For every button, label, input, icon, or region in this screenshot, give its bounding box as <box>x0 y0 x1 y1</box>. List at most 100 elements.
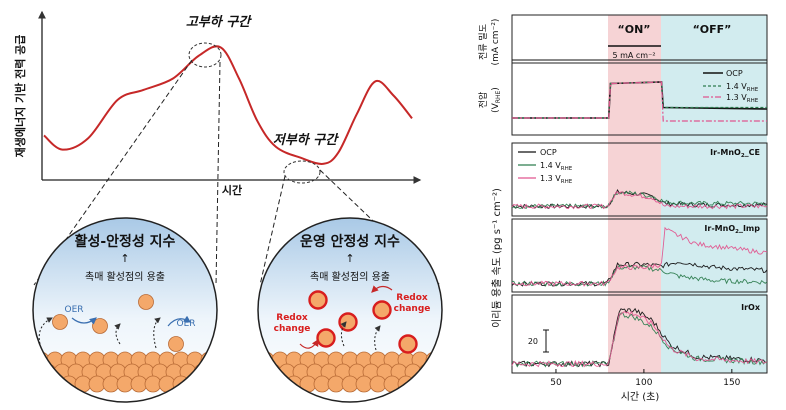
redox-particle <box>372 300 392 320</box>
catalyst-particle <box>236 364 252 380</box>
circle-right-subtitle: 촉매 활성점의 용출 <box>310 270 390 283</box>
dissolution-ylabel: 이리듐 용출 속도 (pg s⁻¹ cm⁻²) <box>491 188 503 328</box>
redox-particle <box>338 312 358 332</box>
catalyst-particle <box>230 376 246 392</box>
voltage-panel-frame <box>511 62 768 136</box>
voltage-ylabel-2: (VRHE) <box>491 87 502 113</box>
catalyst-particle <box>186 375 204 393</box>
oer-label-1: OER <box>64 305 83 315</box>
dissolution-arrow-2 <box>114 323 121 345</box>
rate-panel-imp-frame <box>511 218 768 293</box>
operation-stability-circle: 운영 안정성 지수 ↑ 촉매 활성점의 용출 Redox change Redox… <box>230 217 477 403</box>
catalyst-particle <box>200 351 217 369</box>
catalyst-particle <box>200 375 217 393</box>
rate-panel-irox-frame <box>511 294 768 374</box>
catalyst-particle <box>264 363 282 381</box>
dissolved-particle <box>92 318 108 334</box>
oer-arrow-2 <box>167 315 191 327</box>
rate-legend-v14: 1.4 VRHE <box>540 161 573 172</box>
catalyst-particle <box>33 375 36 393</box>
zoom-line-right-a <box>259 175 286 286</box>
catalyst-particle <box>258 375 261 393</box>
zoom-line-left-a <box>33 59 193 286</box>
catalyst-particle <box>207 363 217 381</box>
catalyst-particle <box>229 376 245 392</box>
on-label: “ON” <box>617 23 650 36</box>
rate-line-irox-v14 <box>511 312 768 368</box>
current-bar-label: 5 mA cm⁻² <box>612 51 655 60</box>
circle-left-arrow: ↑ <box>120 252 129 265</box>
redox-particle <box>316 328 336 348</box>
catalyst-particle <box>214 351 217 369</box>
circle-right-arrow: ↑ <box>345 252 354 265</box>
rate-line-imp-v13 <box>511 226 768 287</box>
dissolution-arrow-3 <box>153 317 161 349</box>
voltage-legend-ocp: OCP <box>726 69 743 78</box>
voltage-legend-v13: 1.3 VRHE <box>726 93 759 104</box>
low-load-label: 저부하 구간 <box>273 132 339 148</box>
x-tick-label: 100 <box>635 378 652 388</box>
dissolved-particle <box>52 314 68 330</box>
catalyst-particle <box>33 351 50 369</box>
dissolution-chart: “ON” “OFF” 5 mA cm⁻² 전류 밀도 (mA cm⁻²) 전압 … <box>477 14 768 403</box>
redox-label-1: Redox change <box>274 313 311 334</box>
voltage-legend: OCP 1.4 VRHE 1.3 VRHE <box>703 69 759 104</box>
catalyst-particle <box>425 375 442 393</box>
redox-label-2: Redox change <box>394 293 431 314</box>
zoom-line-left-b <box>215 61 221 286</box>
high-load-marker <box>188 42 222 68</box>
rate-legend-v13: 1.3 VRHE <box>540 174 573 185</box>
catalyst-particle <box>230 352 246 368</box>
panel-title-ce: Ir-MnO2_CE <box>710 148 760 159</box>
catalyst-particle <box>222 364 238 380</box>
circle-right-title: 운영 안정성 지수 <box>300 233 400 250</box>
rate-line-irox-v13 <box>511 310 768 368</box>
catalyst-particle <box>102 375 120 393</box>
catalyst-particle <box>439 351 442 369</box>
dissolved-particle <box>138 294 154 310</box>
off-region <box>661 15 767 373</box>
catalyst-particle <box>88 375 106 393</box>
redox-arrow-2 <box>371 285 393 293</box>
catalyst-particle <box>46 375 64 393</box>
catalyst-particle <box>258 363 268 381</box>
dissolution-arrow-5 <box>374 325 381 351</box>
voltage-ylabel-1: 전압 <box>477 92 489 109</box>
y-axis-label: 재생에너지 기반 전력 공급 <box>13 35 27 158</box>
panel-title-imp: Ir-MnO2_Imp <box>704 224 760 235</box>
voltage-legend-v14: 1.4 VRHE <box>726 82 759 93</box>
catalyst-particle <box>33 375 50 393</box>
catalyst-particle <box>454 352 470 368</box>
panel-title-irox: IrOx <box>741 303 761 312</box>
catalyst-particle <box>237 364 253 380</box>
catalyst-particle <box>229 352 245 368</box>
oer-label-2: OER <box>176 319 195 329</box>
activity-stability-circle: 활성-안정성 지수 ↑ 촉매 활성점의 용출 OER OER <box>5 217 252 403</box>
catalyst-particle <box>461 364 477 380</box>
catalyst-particle <box>39 363 57 381</box>
redox-particle <box>398 334 418 354</box>
circle-left-title: 활성-안정성 지수 <box>75 233 176 250</box>
right-x-axis-label: 시간 (초) <box>621 391 660 403</box>
voltage-line-v13 <box>512 81 767 122</box>
x-axis-label: 시간 <box>222 183 242 197</box>
catalyst-particle <box>454 376 470 392</box>
rate-legend-ocp: OCP <box>540 148 557 157</box>
rate-line-ce-v13 <box>511 191 768 210</box>
circle-left-subtitle: 촉매 활성점의 용출 <box>85 270 165 283</box>
catalyst-particle <box>5 352 21 368</box>
low-load-marker <box>283 160 321 184</box>
catalyst-particle <box>5 376 21 392</box>
catalyst-particle <box>193 363 211 381</box>
catalyst-particle <box>33 363 43 381</box>
high-load-label: 고부하 구간 <box>186 14 252 30</box>
catalyst-particle <box>447 364 463 380</box>
catalyst-particle <box>439 375 442 393</box>
current-ylabel-2: (mA cm⁻²) <box>491 19 501 66</box>
redox-particle <box>308 290 328 310</box>
off-label: “OFF” <box>693 23 732 36</box>
catalyst-particle <box>33 351 36 369</box>
catalyst-particle <box>425 351 442 369</box>
x-tick-label: 150 <box>723 378 740 388</box>
